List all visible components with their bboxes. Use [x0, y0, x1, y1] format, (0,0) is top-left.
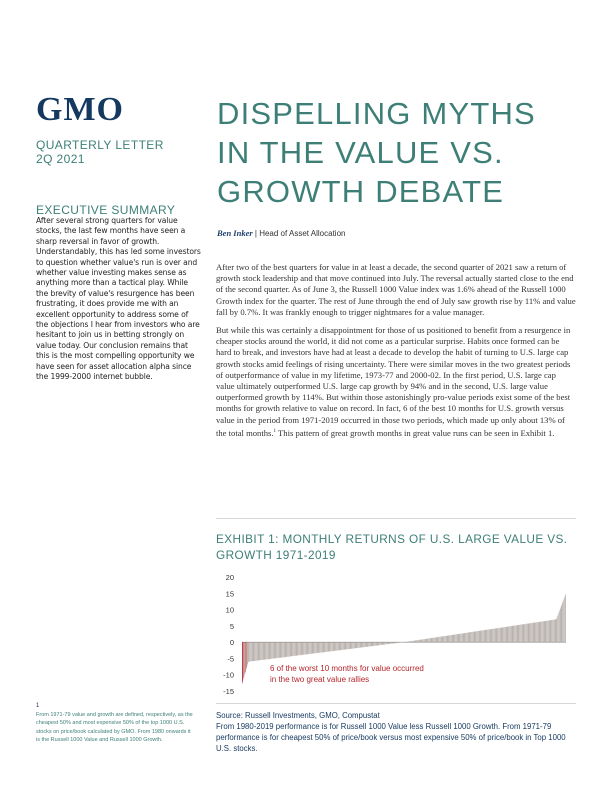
page-title: DISPELLING MYTHS IN THE VALUE VS. GROWTH…: [217, 94, 577, 211]
chart-annotation: 6 of the worst 10 months for value occur…: [270, 664, 424, 673]
executive-summary-heading: EXECUTIVE SUMMARY: [36, 203, 176, 217]
y-tick-label: -5: [227, 654, 234, 663]
executive-summary-text: After several strong quarters for value …: [36, 216, 201, 382]
y-tick-label: 20: [226, 573, 234, 582]
body-text: But while this was certainly a disappoin…: [216, 325, 571, 438]
gmo-logo: GMO: [36, 91, 124, 128]
exhibit-title: EXHIBIT 1: MONTHLY RETURNS OF U.S. LARGE…: [216, 532, 568, 562]
y-tick-label: -10: [223, 671, 234, 680]
y-tick-label: 5: [230, 622, 234, 631]
body-paragraph: But while this was certainly a disappoin…: [216, 325, 576, 439]
footnote-text: From 1971-79 value and growth are define…: [36, 711, 193, 744]
letter-period: 2Q 2021: [36, 152, 85, 166]
byline: Ben Inker | Head of Asset Allocation: [217, 228, 345, 238]
section-divider: [216, 518, 576, 519]
source-note: Source: Russell Investments, GMO, Compus…: [216, 710, 576, 754]
footnote: 1 From 1971-79 value and growth are defi…: [36, 702, 196, 745]
y-tick-label: -15: [223, 687, 234, 696]
footnote-ref: 1: [273, 428, 277, 434]
article-body: After two of the best quarters for value…: [216, 262, 576, 446]
byline-separator: |: [252, 229, 260, 238]
body-text: This pattern of great growth months in g…: [276, 427, 555, 438]
y-tick-label: 15: [226, 589, 234, 598]
y-tick-label: 0: [230, 638, 234, 647]
source-line: Source: Russell Investments, GMO, Compus…: [216, 711, 380, 720]
body-paragraph: After two of the best quarters for value…: [216, 262, 576, 317]
exhibit-chart: 20 15 10 5 0 -5 -10 -15 6 of the worst 10 month…: [223, 573, 566, 696]
title-line: IN THE VALUE VS.: [217, 135, 504, 170]
y-tick-label: 10: [226, 606, 234, 615]
footnote-number: 1: [36, 703, 40, 709]
author-role: Head of Asset Allocation: [259, 229, 346, 238]
title-line: GROWTH DEBATE: [217, 174, 505, 209]
author-name: Ben Inker: [217, 228, 253, 238]
chart-divider: [216, 703, 576, 704]
letter-info: QUARTERLY LETTER 2Q 2021: [36, 138, 164, 166]
letter-type: QUARTERLY LETTER: [36, 138, 164, 152]
chart-annotation: in the two great value rallies: [270, 675, 369, 684]
title-line: DISPELLING MYTHS: [217, 96, 536, 131]
source-line: From 1980-2019 performance is for Russel…: [216, 722, 566, 753]
